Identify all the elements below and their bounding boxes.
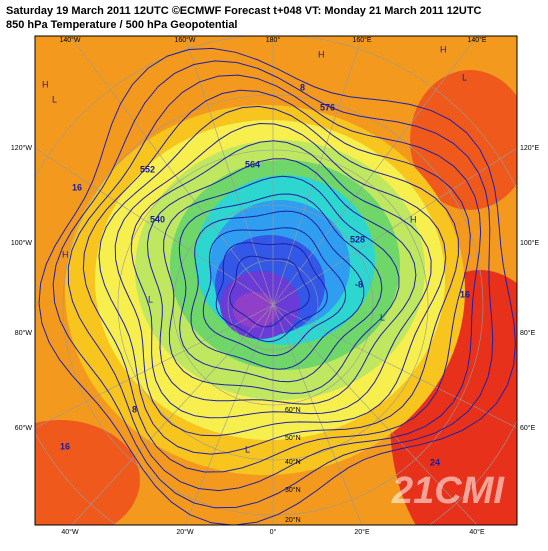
longitude-label: 80°W	[15, 329, 33, 337]
pressure-center: L	[148, 294, 153, 304]
pressure-center: H	[62, 249, 69, 259]
longitude-label: 100°E	[520, 239, 539, 247]
longitude-label: 140°E	[467, 36, 486, 44]
contour-label: 16	[60, 441, 70, 451]
latitude-label: 20°N	[285, 516, 301, 524]
pressure-center: H	[318, 49, 325, 59]
geopotential-contour	[178, 193, 383, 383]
contour-label: 552	[140, 164, 155, 174]
contour-label: 8	[300, 82, 305, 92]
latitude-label: 30°N	[285, 486, 301, 494]
longitude-label: 160°W	[174, 36, 195, 44]
contour-label: 576	[320, 102, 335, 112]
longitude-label: 120°E	[520, 144, 539, 152]
longitude-label: 60°W	[15, 424, 33, 432]
latitude-label: 50°N	[285, 434, 301, 442]
longitude-label: 40°W	[61, 528, 79, 536]
longitude-label: 20°W	[176, 528, 194, 536]
contour-label: -8	[355, 279, 363, 289]
geopotential-contour	[163, 175, 400, 394]
geopotential-contour	[146, 158, 417, 405]
pressure-center: H	[440, 44, 447, 54]
watermark: 21CMI	[391, 470, 505, 512]
geopotential-contour	[98, 105, 459, 455]
contour-label: 24	[430, 457, 440, 467]
geopotential-contour	[52, 60, 494, 509]
longitude-label: 40°E	[469, 528, 485, 536]
pressure-center: L	[462, 72, 467, 82]
latitude-label: 60°N	[285, 406, 301, 414]
geopotential-contour	[114, 122, 447, 437]
latitude-label: 40°N	[285, 458, 301, 466]
geopotential-contour	[38, 47, 516, 525]
contour-label: 528	[350, 234, 365, 244]
geopotential-contour	[190, 210, 365, 370]
geopotential-contour	[215, 242, 328, 343]
longitude-label: 80°E	[520, 329, 536, 337]
pressure-center: H	[410, 214, 417, 224]
geopotential-contour	[82, 89, 471, 473]
geopotential-contour	[229, 255, 310, 328]
longitude-label: 180°	[266, 36, 281, 44]
title: Saturday 19 March 2011 12UTC ©ECMWF Fore…	[6, 5, 482, 17]
contour-label: 16	[460, 289, 470, 299]
geopotential-contour	[202, 227, 347, 357]
longitude-label: 140°W	[59, 36, 80, 44]
longitude-label: 100°W	[11, 239, 32, 247]
longitude-label: 120°W	[11, 144, 32, 152]
subtitle: 850 hPa Temperature / 500 hPa Geopotenti…	[6, 19, 238, 31]
contour-label: 564	[245, 159, 260, 169]
geopotential-contour	[130, 140, 432, 419]
longitude-label: 60°E	[520, 424, 536, 432]
pressure-center: L	[52, 94, 57, 104]
longitude-label: 20°E	[354, 528, 370, 536]
geopotential-contour	[67, 74, 482, 492]
contour-label: 540	[150, 214, 165, 224]
contour-label: 8	[132, 404, 137, 414]
map-field	[35, 36, 517, 525]
map-frame	[34, 35, 518, 526]
pressure-center: H	[42, 79, 49, 89]
longitude-label: 0°	[270, 528, 277, 536]
pressure-center: L	[245, 444, 250, 454]
longitude-label: 160°E	[352, 36, 371, 44]
pressure-center: L	[380, 312, 385, 322]
contour-label: 16	[72, 182, 82, 192]
